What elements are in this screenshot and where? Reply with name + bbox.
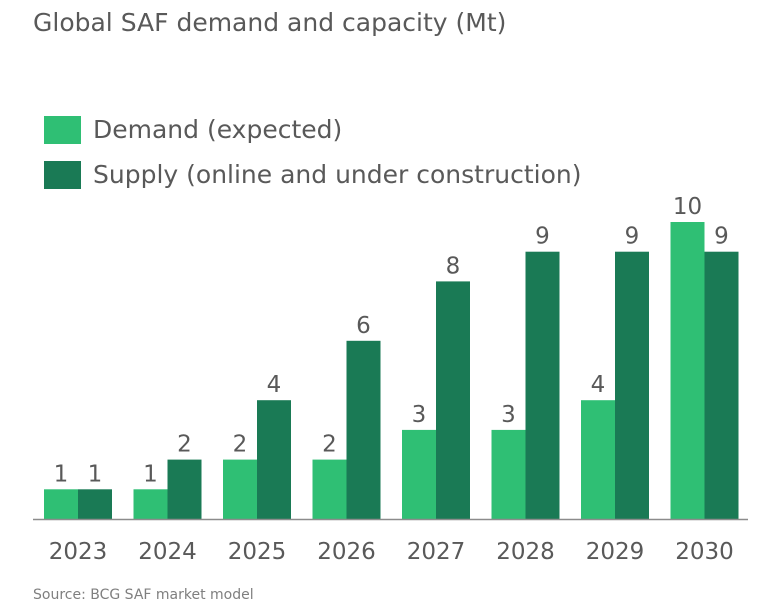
data-label-supply-2029: 9 bbox=[625, 224, 640, 250]
data-label-demand-2025: 2 bbox=[233, 432, 248, 458]
legend-swatch-supply bbox=[44, 161, 81, 189]
bar-demand-2023 bbox=[44, 489, 78, 519]
bar-supply-2023 bbox=[78, 489, 112, 519]
bar-supply-2028 bbox=[525, 251, 560, 519]
x-tick-label-2027: 2027 bbox=[407, 539, 466, 565]
bar-demand-2024 bbox=[133, 489, 168, 519]
data-label-demand-2030: 10 bbox=[673, 194, 702, 220]
data-label-demand-2024: 1 bbox=[143, 461, 158, 487]
bar-demand-2029 bbox=[581, 400, 615, 519]
chart-title: Global SAF demand and capacity (Mt) bbox=[33, 8, 507, 37]
bar-supply-2025 bbox=[257, 400, 291, 519]
data-label-supply-2023: 1 bbox=[88, 461, 103, 487]
legend-label-demand: Demand (expected) bbox=[93, 115, 343, 144]
bar-demand-2026 bbox=[312, 459, 347, 519]
bar-supply-2029 bbox=[615, 251, 649, 519]
x-tick-label-2029: 2029 bbox=[586, 539, 645, 565]
legend-swatch-demand bbox=[44, 116, 81, 144]
x-tick-label-2024: 2024 bbox=[138, 539, 197, 565]
bar-supply-2024 bbox=[167, 459, 202, 519]
data-label-supply-2025: 4 bbox=[267, 372, 282, 398]
x-tick-label-2030: 2030 bbox=[675, 539, 734, 565]
bar-supply-2027 bbox=[436, 281, 470, 519]
data-label-demand-2023: 1 bbox=[54, 461, 69, 487]
bar-demand-2027 bbox=[402, 429, 436, 519]
data-label-supply-2030: 9 bbox=[714, 224, 729, 250]
bar-demand-2025 bbox=[223, 459, 257, 519]
x-tick-label-2026: 2026 bbox=[317, 539, 376, 565]
x-tick-label-2028: 2028 bbox=[496, 539, 555, 565]
bar-demand-2030 bbox=[670, 222, 705, 519]
x-tick-label-2023: 2023 bbox=[49, 539, 108, 565]
data-label-demand-2028: 3 bbox=[501, 402, 516, 428]
data-label-demand-2027: 3 bbox=[412, 402, 427, 428]
data-label-demand-2026: 2 bbox=[322, 432, 337, 458]
bar-supply-2030 bbox=[704, 251, 739, 519]
bar-supply-2026 bbox=[346, 340, 381, 519]
legend-label-supply: Supply (online and under construction) bbox=[93, 160, 582, 189]
data-label-supply-2024: 2 bbox=[177, 432, 192, 458]
data-label-supply-2027: 8 bbox=[446, 253, 461, 279]
data-label-demand-2029: 4 bbox=[591, 372, 606, 398]
data-label-supply-2028: 9 bbox=[535, 224, 550, 250]
x-tick-label-2025: 2025 bbox=[228, 539, 287, 565]
bar-demand-2028 bbox=[491, 429, 526, 519]
source-note: Source: BCG SAF market model bbox=[33, 587, 254, 603]
data-label-supply-2026: 6 bbox=[356, 313, 371, 339]
